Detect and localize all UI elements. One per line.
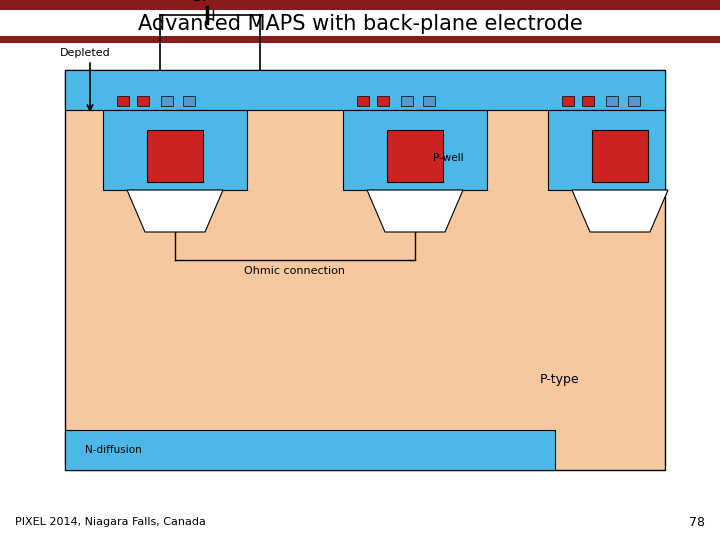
- Bar: [343, 110, 487, 190]
- Text: Ohmic connection: Ohmic connection: [245, 266, 346, 276]
- Text: P-type: P-type: [540, 374, 580, 387]
- Bar: [161, 96, 173, 106]
- Bar: [65, 70, 665, 110]
- Bar: [582, 96, 594, 106]
- Bar: [0, 36, 720, 43]
- Bar: [65, 430, 555, 470]
- Bar: [147, 130, 203, 182]
- Bar: [592, 130, 648, 182]
- Bar: [628, 96, 640, 106]
- Polygon shape: [127, 190, 223, 232]
- Text: N-diffusion: N-diffusion: [85, 445, 142, 455]
- Bar: [423, 96, 435, 106]
- Bar: [65, 70, 665, 470]
- Text: P-well: P-well: [433, 153, 464, 163]
- Bar: [0, 0, 720, 43]
- Bar: [548, 110, 665, 190]
- Bar: [183, 96, 195, 106]
- Text: 78: 78: [689, 516, 705, 529]
- Bar: [117, 96, 129, 106]
- Bar: [103, 110, 247, 190]
- Bar: [387, 130, 443, 182]
- Bar: [137, 96, 149, 106]
- Text: Advanced MAPS with back-plane electrode: Advanced MAPS with back-plane electrode: [138, 14, 582, 34]
- Text: PIXEL 2014, Niagara Falls, Canada: PIXEL 2014, Niagara Falls, Canada: [15, 517, 206, 527]
- Bar: [562, 96, 574, 106]
- Bar: [357, 96, 369, 106]
- Bar: [606, 96, 618, 106]
- Polygon shape: [572, 190, 668, 232]
- Bar: [401, 96, 413, 106]
- Polygon shape: [367, 190, 463, 232]
- Bar: [377, 96, 389, 106]
- Text: 2V: 2V: [192, 0, 208, 4]
- Text: Depleted: Depleted: [60, 48, 111, 58]
- Bar: [0, 0, 720, 10]
